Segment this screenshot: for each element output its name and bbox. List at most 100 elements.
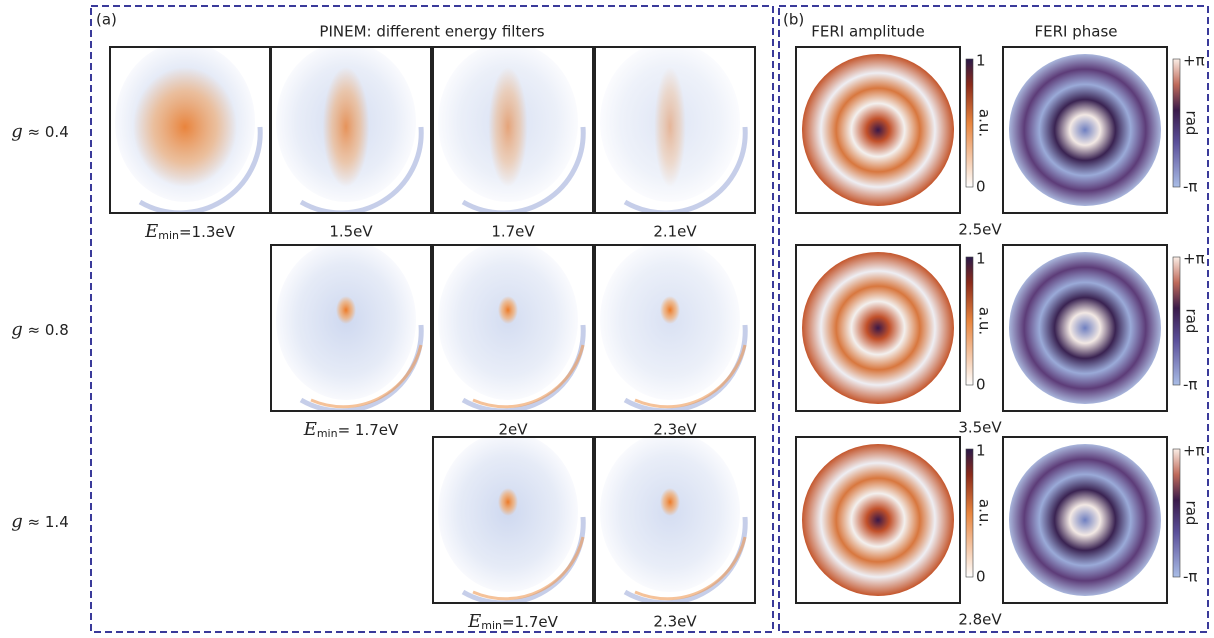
symbol: g — [11, 319, 23, 340]
image-frame — [432, 46, 594, 214]
image-frame — [795, 436, 961, 604]
spot — [336, 296, 356, 324]
image-frame — [270, 244, 432, 412]
spot — [498, 488, 518, 516]
column-title: FERI phase — [1035, 23, 1118, 41]
image-frame — [1002, 46, 1168, 214]
edge-arc — [634, 536, 747, 601]
pinem-image — [595, 245, 755, 411]
edge-arc — [310, 344, 423, 409]
colorbar-max: 1 — [976, 52, 986, 70]
image-frame — [594, 436, 756, 604]
subscript: min — [317, 427, 338, 440]
pinem-image — [433, 245, 593, 411]
caption: 2eV — [498, 421, 528, 439]
panel-label: (b) — [783, 11, 804, 29]
colorbar — [965, 58, 974, 188]
colorbar-unit: a.u. — [976, 499, 994, 527]
caption: Emin= 1.7eV — [303, 419, 399, 440]
feri-map — [1009, 54, 1161, 206]
image-frame — [795, 46, 961, 214]
image-frame — [1002, 436, 1168, 604]
symbol: g — [11, 121, 23, 142]
colorbar — [1172, 58, 1181, 188]
caption: 2.3eV — [653, 421, 697, 439]
panel-a-frame — [90, 5, 774, 633]
image-frame — [432, 244, 594, 412]
edge-arc — [461, 126, 586, 213]
panel-title: PINEM: different energy filters — [319, 23, 544, 41]
image-frame — [594, 46, 756, 214]
colorbar-min: -π — [1183, 376, 1197, 394]
caption: 1.5eV — [329, 223, 373, 241]
colorbar-max: +π — [1183, 52, 1205, 70]
colorbar-unit: rad — [1183, 309, 1201, 334]
pinem-image — [433, 437, 593, 603]
symbol: E — [303, 419, 317, 440]
colorbar-unit: rad — [1183, 111, 1201, 136]
feri-map — [802, 54, 954, 206]
symbol: E — [144, 221, 158, 242]
caption: Emin=1.3eV — [144, 221, 236, 242]
caption: 2.3eV — [653, 613, 697, 631]
spot — [322, 67, 370, 187]
colorbar-max: 1 — [976, 442, 986, 460]
label-text: ≈ 1.4 — [23, 513, 69, 531]
pinem-image — [433, 47, 593, 213]
image-frame — [270, 46, 432, 214]
colorbar-min: 0 — [976, 568, 986, 586]
spot — [660, 488, 680, 516]
spot — [498, 296, 518, 324]
colorbar-min: 0 — [976, 376, 986, 394]
colorbar — [1172, 256, 1181, 386]
energy-label: 2.8eV — [958, 611, 1002, 629]
caption: 2.1eV — [653, 223, 697, 241]
panel-b-frame — [778, 5, 1209, 633]
feri-map — [1009, 444, 1161, 596]
colorbar-min: 0 — [976, 178, 986, 196]
colorbar-max: +π — [1183, 250, 1205, 268]
row-label: g ≈ 1.4 — [11, 511, 69, 532]
symbol: g — [11, 511, 23, 532]
energy-label: 3.5eV — [958, 419, 1002, 437]
edge-arc — [472, 344, 585, 409]
energy-label: 2.5eV — [958, 221, 1002, 239]
symbol: E — [467, 611, 481, 632]
label-text: =1.3eV — [179, 223, 236, 241]
pinem-image — [110, 47, 270, 213]
label-text: ≈ 0.4 — [23, 123, 69, 141]
label-text: = 1.7eV — [338, 421, 399, 439]
image-frame — [594, 244, 756, 412]
label-text: =1.7eV — [502, 613, 559, 631]
caption: 1.7eV — [491, 223, 535, 241]
image-frame — [1002, 244, 1168, 412]
spot — [660, 296, 680, 324]
spot — [488, 67, 528, 187]
feri-map — [1009, 252, 1161, 404]
colorbar-unit: rad — [1183, 501, 1201, 526]
label-text: ≈ 0.8 — [23, 321, 69, 339]
caption: Emin=1.7eV — [467, 611, 559, 632]
colorbar-min: -π — [1183, 178, 1197, 196]
subscript: min — [481, 619, 502, 632]
edge-arc — [299, 126, 424, 213]
colorbar-unit: a.u. — [976, 109, 994, 137]
pinem-image — [595, 47, 755, 213]
spot — [654, 67, 686, 187]
colorbar-min: -π — [1183, 568, 1197, 586]
image-frame — [795, 244, 961, 412]
spot — [133, 67, 237, 187]
colorbar — [965, 256, 974, 386]
panel-label: (a) — [96, 11, 117, 29]
pinem-image — [595, 437, 755, 603]
edge-arc — [138, 126, 263, 213]
colorbar-unit: a.u. — [976, 307, 994, 335]
pinem-image — [271, 47, 431, 213]
pinem-image — [271, 245, 431, 411]
row-label: g ≈ 0.4 — [11, 121, 69, 142]
feri-map — [802, 252, 954, 404]
edge-arc — [472, 536, 585, 601]
subscript: min — [158, 229, 179, 242]
edge-arc — [634, 344, 747, 409]
